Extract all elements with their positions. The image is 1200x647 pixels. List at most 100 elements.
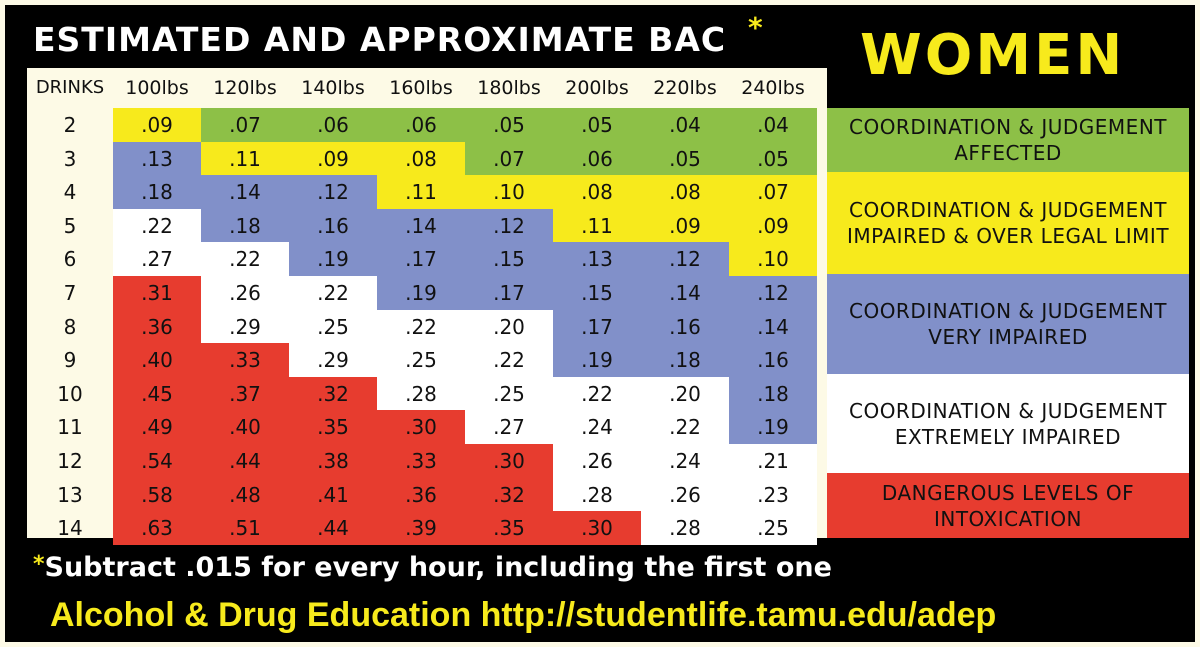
- legend-very-impaired: COORDINATION & JUDGEMENT VERY IMPAIRED: [827, 274, 1189, 374]
- bac-cell: .24: [641, 444, 729, 478]
- bac-cell: .06: [553, 141, 641, 176]
- bac-cell: .28: [553, 477, 641, 512]
- bac-cell: .16: [729, 343, 817, 378]
- weight-header: 240lbs: [741, 77, 805, 99]
- bac-cell: .19: [729, 410, 817, 445]
- bac-cell: .26: [553, 444, 641, 478]
- bac-cell: .15: [465, 242, 553, 277]
- weight-header: 120lbs: [213, 77, 277, 99]
- gender-label: WOMEN: [860, 23, 1126, 88]
- weight-header: 100lbs: [125, 77, 189, 99]
- table-row: 13 .58.48.41.36.32.28.26.23: [27, 477, 817, 512]
- bac-cell: .10: [729, 242, 817, 277]
- bac-cell: .12: [729, 276, 817, 310]
- bac-cell: .18: [113, 175, 201, 210]
- drinks-cell: 7: [63, 281, 77, 305]
- drinks-cell: 9: [63, 348, 77, 373]
- bac-cell: .08: [553, 175, 641, 210]
- legend-affected-text: COORDINATION & JUDGEMENT AFFECTED: [848, 115, 1167, 165]
- bac-cell: .32: [289, 376, 377, 411]
- footnote-text: Subtract .015 for every hour, including …: [44, 552, 832, 583]
- drinks-cell: 4: [63, 180, 77, 205]
- table-row: 2.09.07.06.06.05.05.04.04: [27, 108, 817, 142]
- bac-cell: .17: [553, 309, 641, 344]
- bac-cell: .22: [641, 410, 729, 445]
- bac-cell: .26: [201, 276, 289, 310]
- bac-cell: .31: [113, 276, 201, 310]
- legend-extremely-impaired: COORDINATION & JUDGEMENT EXTREMELY IMPAI…: [827, 374, 1189, 473]
- bac-cell: .12: [465, 208, 553, 243]
- table-row: 4.18.14.12.11.10.08.08.07: [27, 175, 817, 210]
- bac-cell: .25: [377, 343, 465, 378]
- bac-cell: .25: [465, 376, 553, 411]
- bac-table: DRINKS 100lbs 120lbs 140lbs 160lbs 180lbs 200…: [27, 68, 827, 546]
- drinks-cell: 14: [57, 516, 83, 541]
- bac-cell: .05: [465, 108, 553, 142]
- bac-cell: .09: [729, 208, 817, 243]
- bac-cell: .12: [289, 175, 377, 210]
- bac-cell: .29: [289, 343, 377, 378]
- bac-cell: .04: [641, 108, 729, 142]
- bac-cell: .09: [113, 108, 201, 142]
- table-row: 5.22.18.16.14.12.11.09.09: [27, 208, 817, 243]
- bac-cell: .22: [113, 208, 201, 243]
- bac-cell: .19: [377, 276, 465, 310]
- bac-cell: .51: [201, 511, 289, 546]
- bac-cell: .58: [113, 477, 201, 512]
- drinks-cell: 5: [63, 213, 77, 238]
- bac-cell: .40: [113, 343, 201, 378]
- legend-extremely-impaired-text: COORDINATION & JUDGEMENT EXTREMELY IMPAI…: [848, 398, 1167, 449]
- drinks-cell: 2: [63, 113, 77, 137]
- weight-header: 220lbs: [653, 77, 717, 99]
- legend-very-impaired-text: COORDINATION & JUDGEMENT VERY IMPAIRED: [848, 299, 1167, 349]
- bac-cell: .29: [201, 309, 289, 344]
- bac-cell: .08: [377, 141, 465, 176]
- bac-cell: .10: [465, 175, 553, 210]
- bac-cell: .06: [289, 108, 377, 142]
- bac-cell: .63: [113, 511, 201, 546]
- bac-cell: .28: [377, 376, 465, 411]
- bac-cell: .22: [377, 309, 465, 344]
- legend-impaired-over-limit: COORDINATION & JUDGEMENT IMPAIRED & OVER…: [827, 172, 1189, 274]
- bac-cell: .14: [729, 309, 817, 344]
- bac-cell: .18: [201, 208, 289, 243]
- bac-cell: .24: [553, 410, 641, 445]
- bac-cell: .21: [729, 444, 817, 478]
- bac-cell: .17: [465, 276, 553, 310]
- bac-cell: .19: [289, 242, 377, 277]
- table-row: 14 .63.51.44.39.35.30.28.25: [27, 511, 817, 546]
- bac-cell: .45: [113, 376, 201, 411]
- drinks-cell: 8: [63, 314, 77, 339]
- footnote-asterisk: *: [33, 552, 45, 577]
- footnote: *Subtract .015 for every hour, including…: [33, 552, 832, 583]
- bac-cell: .30: [465, 444, 553, 478]
- bac-cell: .20: [465, 309, 553, 344]
- table-row: 10 .45.37.32.28.25.22.20.18: [27, 376, 817, 411]
- legend-impaired-over-limit-text: COORDINATION & JUDGEMENT IMPAIRED & OVER…: [846, 198, 1170, 248]
- bac-cell: .11: [553, 208, 641, 243]
- table-row: 7 .31.26.22.19.17.15.14.12: [27, 276, 817, 310]
- bac-cell: .14: [201, 175, 289, 210]
- legend-dangerous: DANGEROUS LEVELS OF INTOXICATION: [827, 473, 1189, 538]
- bac-cell: .22: [201, 242, 289, 277]
- weight-header: 200lbs: [565, 77, 629, 99]
- bac-cell: .40: [201, 410, 289, 445]
- bac-cell: .11: [201, 141, 289, 176]
- legend-affected: COORDINATION & JUDGEMENT AFFECTED: [827, 108, 1189, 172]
- table-row: 11 .49.40.35.30.27.24.22.19: [27, 410, 817, 445]
- bac-cell: .37: [201, 376, 289, 411]
- table-row: 12 .54.44.38.33.30.26.24.21: [27, 444, 817, 478]
- bac-cell: .13: [553, 242, 641, 277]
- drinks-cell: 10: [57, 381, 83, 406]
- bac-cell: .14: [641, 276, 729, 310]
- drinks-cell: 11: [57, 415, 83, 440]
- table-row: 8 .36.29.25.22.20.17.16.14: [27, 309, 817, 344]
- bac-cell: .05: [729, 141, 817, 176]
- bac-cell: .12: [641, 242, 729, 277]
- bac-cell: .07: [729, 175, 817, 210]
- bac-cell: .05: [553, 108, 641, 142]
- bac-cell: .05: [641, 141, 729, 176]
- bac-cell: .07: [465, 141, 553, 176]
- credit-line: Alcohol & Drug Education http://studentl…: [50, 596, 997, 634]
- bac-cell: .41: [289, 477, 377, 512]
